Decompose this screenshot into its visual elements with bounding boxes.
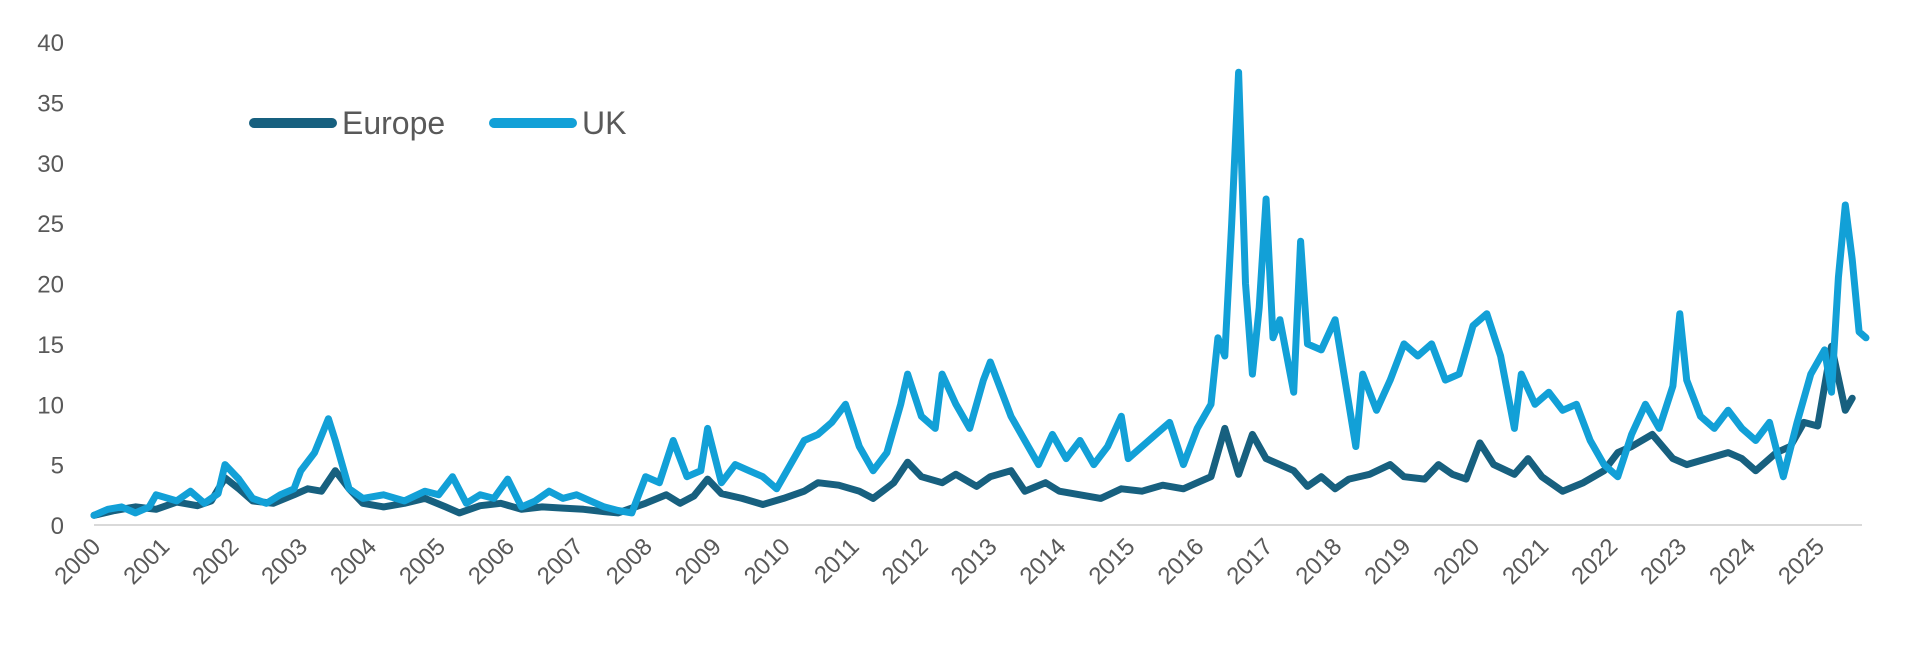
y-tick-label: 20 — [37, 272, 64, 299]
legend-label-uk: UK — [582, 105, 626, 141]
x-tick-label: 2021 — [1497, 533, 1554, 590]
x-tick-label: 2024 — [1704, 533, 1761, 590]
x-tick-label: 2023 — [1635, 533, 1692, 590]
series-line-uk — [90, 68, 1870, 519]
x-tick-label: 2009 — [670, 533, 727, 590]
x-axis: 2000 2001 2002 2003 2004 2005 2006 2007 2008 2009… — [49, 533, 1830, 590]
x-tick-label: 2017 — [1222, 533, 1279, 590]
y-tick-label: 30 — [37, 151, 64, 178]
x-tick-label: 2003 — [256, 533, 313, 590]
y-tick-label: 0 — [51, 513, 64, 540]
legend-item-europe: Europe — [249, 105, 445, 141]
x-tick-label: 2015 — [1084, 533, 1141, 590]
x-tick-label: 2025 — [1773, 533, 1830, 590]
x-tick-label: 2004 — [325, 533, 382, 590]
legend-item-uk: UK — [489, 105, 626, 141]
x-tick-label: 2000 — [49, 533, 106, 590]
y-tick-label: 35 — [37, 90, 64, 117]
x-tick-label: 2005 — [394, 533, 451, 590]
y-tick-label: 15 — [37, 332, 64, 359]
series-lines — [90, 68, 1870, 519]
y-tick-label: 10 — [37, 392, 64, 419]
y-tick-label: 25 — [37, 211, 64, 238]
x-tick-label: 2007 — [532, 533, 589, 590]
x-tick-label: 2013 — [946, 533, 1003, 590]
x-tick-label: 2006 — [463, 533, 520, 590]
x-tick-label: 2014 — [1015, 533, 1072, 590]
legend: Europe UK — [249, 105, 626, 141]
x-tick-label: 2011 — [809, 533, 865, 589]
legend-label-europe: Europe — [342, 105, 445, 141]
y-axis: 0 5 10 15 20 25 30 35 40 — [37, 30, 64, 540]
x-tick-label: 2016 — [1153, 533, 1210, 590]
x-tick-label: 2010 — [739, 533, 796, 590]
x-tick-label: 2012 — [877, 533, 934, 590]
x-tick-label: 2008 — [601, 533, 658, 590]
series-line-europe — [90, 342, 1856, 519]
x-tick-label: 2019 — [1359, 533, 1416, 590]
x-tick-label: 2022 — [1566, 533, 1623, 590]
x-tick-label: 2020 — [1428, 533, 1485, 590]
x-tick-label: 2001 — [118, 533, 175, 590]
y-tick-label: 5 — [51, 453, 64, 480]
x-tick-label: 2018 — [1290, 533, 1347, 590]
x-tick-label: 2002 — [187, 533, 244, 590]
y-tick-label: 40 — [37, 30, 64, 57]
